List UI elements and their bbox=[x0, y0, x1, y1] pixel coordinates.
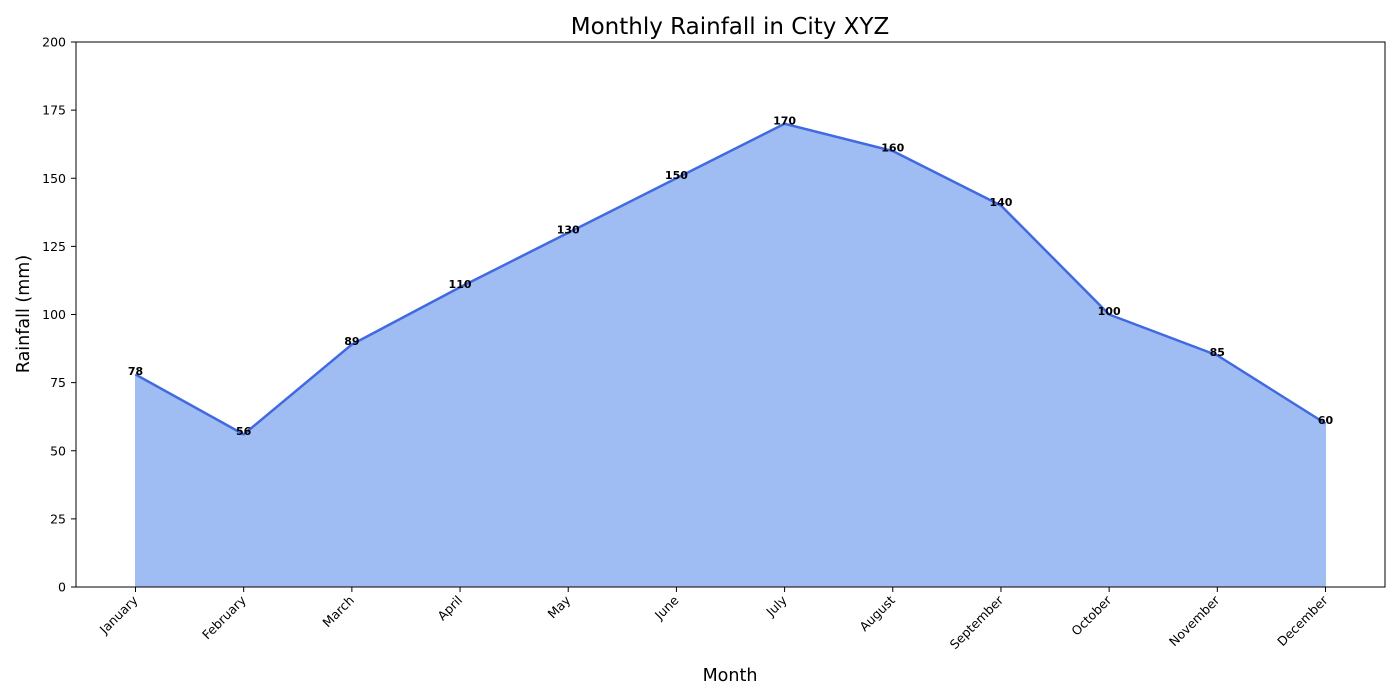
rainfall-area-fill bbox=[135, 123, 1326, 588]
y-tick-label: 0 bbox=[58, 580, 66, 595]
data-label-january: 78 bbox=[128, 365, 143, 378]
x-tick-label: October bbox=[1068, 592, 1115, 639]
x-tick-label: June bbox=[651, 592, 682, 623]
data-label-october: 100 bbox=[1098, 305, 1121, 318]
data-label-august: 160 bbox=[881, 142, 904, 155]
chart-title: Monthly Rainfall in City XYZ bbox=[571, 14, 889, 40]
data-label-may: 130 bbox=[557, 223, 580, 236]
x-tick-label: February bbox=[199, 592, 249, 642]
y-tick-label: 175 bbox=[42, 103, 66, 118]
x-tick-label: November bbox=[1166, 592, 1223, 649]
y-tick-label: 75 bbox=[50, 375, 66, 390]
x-tick-label: December bbox=[1274, 592, 1331, 649]
y-tick-label: 100 bbox=[42, 307, 66, 322]
data-label-april: 110 bbox=[449, 278, 472, 291]
x-tick-label: September bbox=[947, 592, 1007, 652]
data-label-september: 140 bbox=[989, 196, 1012, 209]
x-tick-label: August bbox=[856, 592, 898, 634]
x-tick-label: April bbox=[434, 593, 465, 624]
x-tick-label: January bbox=[96, 592, 141, 637]
rainfall-line bbox=[134, 122, 1327, 436]
x-tick-label: May bbox=[544, 592, 573, 621]
data-label-february: 56 bbox=[236, 425, 252, 438]
data-label-june: 150 bbox=[665, 169, 688, 182]
x-tick-label: July bbox=[762, 592, 790, 620]
y-tick-label: 50 bbox=[50, 443, 66, 458]
y-tick-label: 125 bbox=[42, 239, 66, 254]
data-label-november: 85 bbox=[1210, 346, 1225, 359]
data-label-march: 89 bbox=[344, 335, 359, 348]
x-tick-label: March bbox=[319, 593, 357, 631]
data-label-december: 60 bbox=[1318, 414, 1334, 427]
y-tick-label: 150 bbox=[42, 171, 66, 186]
y-tick-label: 25 bbox=[50, 511, 66, 526]
plot-area: 78 56 89 110 130 150 170 160 140 100 85 60 bbox=[128, 114, 1334, 588]
data-label-july: 170 bbox=[773, 114, 796, 127]
y-tick-label: 200 bbox=[42, 35, 66, 50]
x-axis-title: Month bbox=[703, 666, 758, 686]
y-axis-title: Rainfall (mm) bbox=[14, 255, 34, 373]
